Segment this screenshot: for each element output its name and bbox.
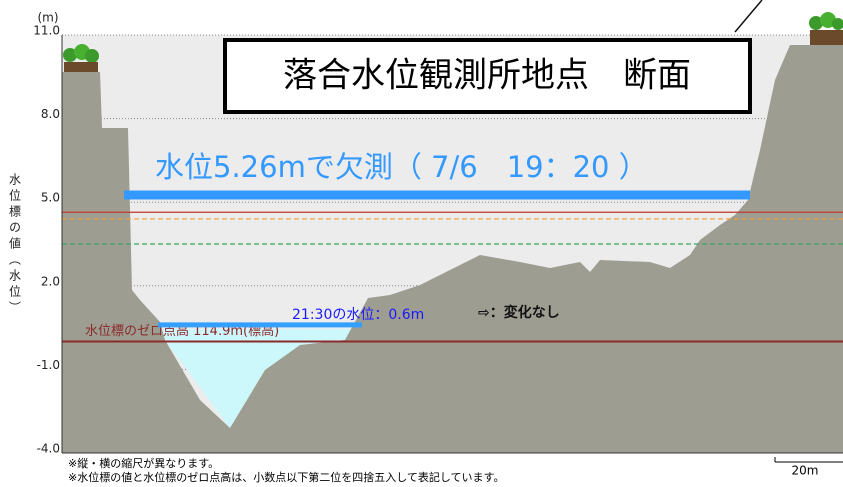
note: ※縦・横の縮尺が異なります。 — [68, 456, 219, 470]
chart: 水位標のゼロ点高 114.9m(標高)水位5.26mで欠測（ 7/6 19：20… — [0, 0, 843, 487]
trend-label: ⇨：変化なし — [478, 304, 560, 321]
note: ※水位標の値と水位標のゼロ点高は、小数点以下第二位を四捨五入して表記しています。 — [68, 470, 504, 484]
scale-label: 20m — [792, 464, 819, 478]
y-label-text: 水位標の値（水位） — [8, 173, 22, 317]
y-axis-label: 水位標の値（水位） — [8, 173, 22, 317]
y-tick-label: 2.0 — [41, 274, 60, 288]
y-tick-label: 8.0 — [41, 107, 60, 121]
y-tick-label: -4.0 — [37, 442, 60, 456]
pointer-line — [735, 0, 762, 32]
unit-label: (m) — [37, 11, 58, 25]
y-tick-label: 5.0 — [41, 191, 60, 205]
missing-label: 水位5.26mで欠測（ 7/6 19：20 ） — [155, 150, 648, 184]
y-tick-label: 11.0 — [33, 24, 60, 38]
page: {"chart_data": {"type": "cross-section",… — [0, 0, 843, 487]
current-label: 21:30の水位：0.6m — [292, 307, 424, 323]
y-tick-label: -1.0 — [37, 358, 60, 372]
chart-title: 落合水位観測所地点 断面 — [283, 56, 691, 96]
tree-right — [809, 12, 843, 45]
